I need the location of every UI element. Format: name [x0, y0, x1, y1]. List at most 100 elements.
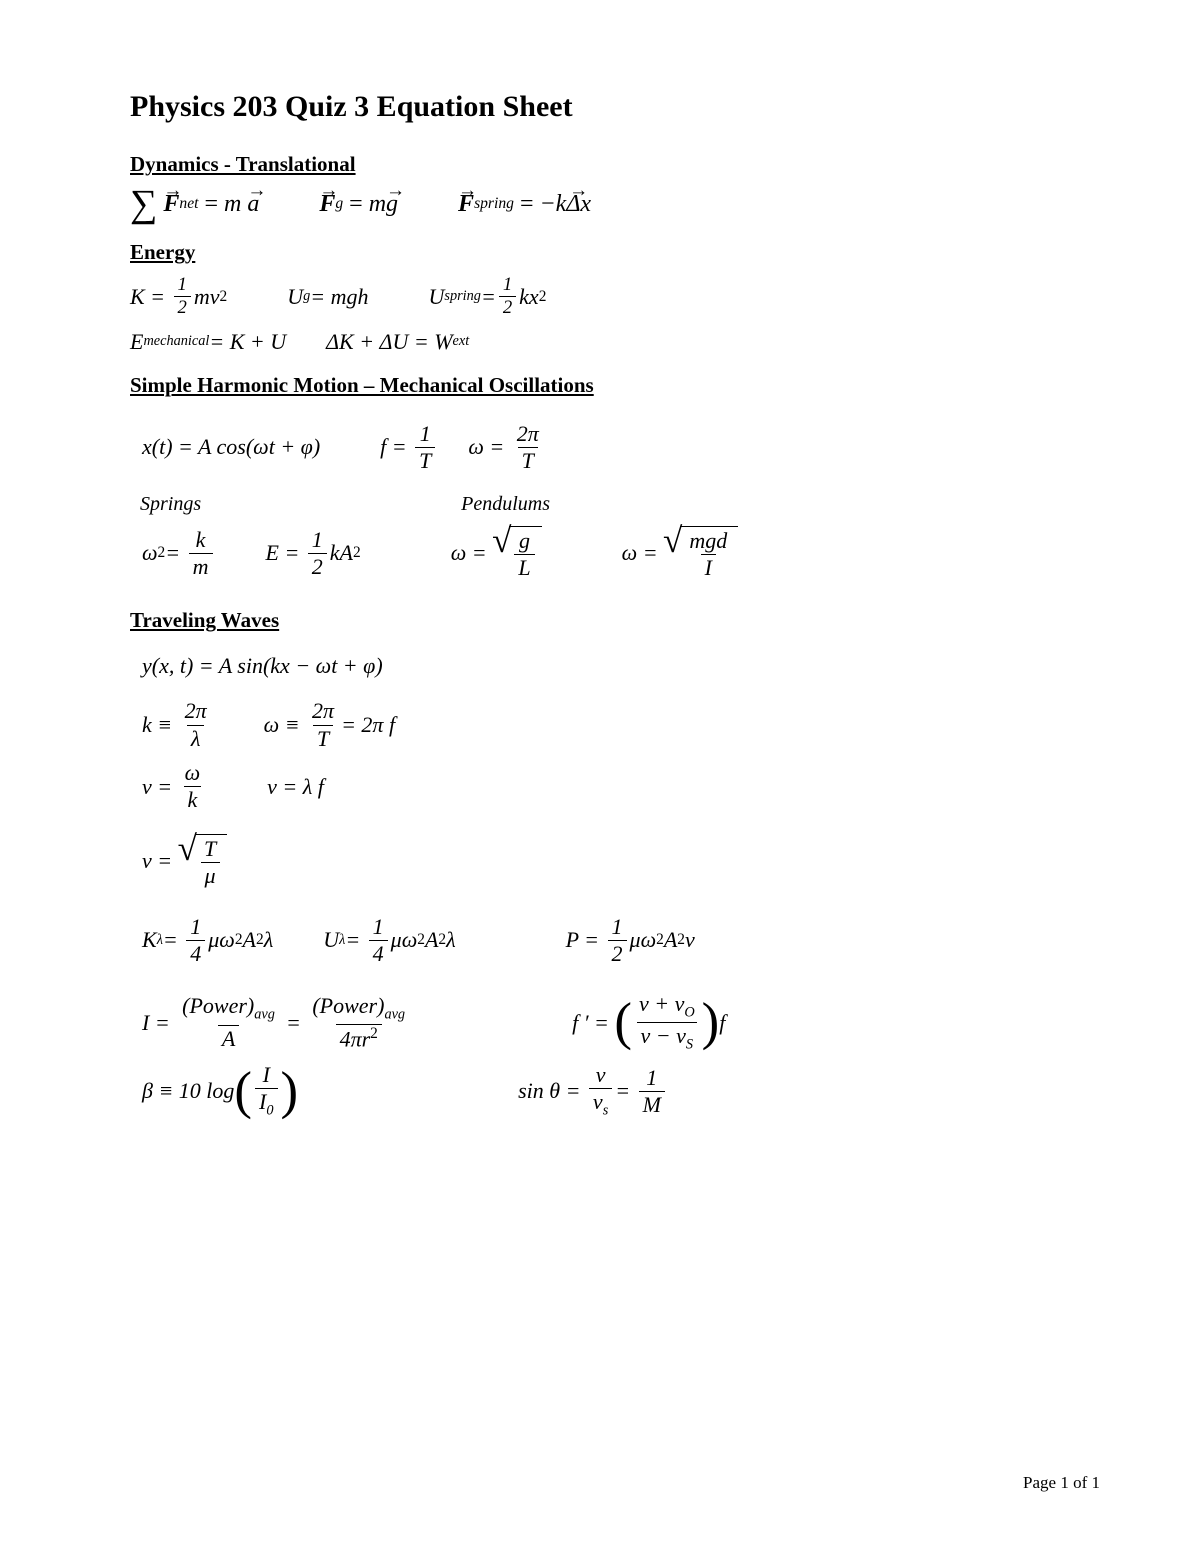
wsq-num: k: [192, 528, 210, 553]
label-springs: Springs: [140, 493, 201, 516]
eq-sin: sin θ = v vs = 1 M: [518, 1063, 668, 1119]
wdef-rest: = 2π f: [341, 712, 395, 738]
kl-sup2: 2: [256, 931, 264, 949]
eq-P: P = 12 μω2A2v: [566, 915, 695, 966]
kdef-num: 2π: [181, 699, 211, 724]
energy-row2: Emechanical = K + U ΔK + ΔU = Wext: [130, 329, 1070, 355]
eq-wp1: ω = √gL: [451, 526, 542, 580]
ug-rest: = mgh: [310, 284, 368, 310]
dynamics-row: ∑ Fnet = m a Fg = m g Fspring = −k Δx: [130, 187, 1070, 222]
wp1-num: g: [515, 529, 534, 554]
page-footer: Page 1 of 1: [1023, 1473, 1100, 1493]
eq-I: I = (Power)avg A = (Power)avg 4πr2: [142, 994, 412, 1052]
eq-work: ΔK + ΔU = Wext: [326, 329, 469, 355]
eq-wsq: ω2 = km: [142, 528, 216, 579]
us-mid: =: [481, 284, 496, 310]
energy-row1: K = 12 mv2 Ug = mgh Uspring = 12 kx2: [130, 275, 1070, 319]
sin-den2: M: [639, 1091, 665, 1117]
section-heading-energy: Energy: [130, 240, 1070, 265]
waves-v3: v = √Tμ: [142, 834, 1070, 888]
fp-num: v + v: [639, 991, 684, 1016]
p-v: v: [685, 927, 695, 953]
w-num: 2π: [513, 422, 543, 447]
v1-den: k: [184, 786, 202, 812]
beta-den-sub: 0: [266, 1103, 273, 1119]
label-pendulums: Pendulums: [461, 493, 550, 516]
eq-xt: x(t) = A cos(ωt + φ): [142, 434, 320, 460]
p-den: 2: [608, 940, 627, 966]
wsq-mid: =: [165, 540, 180, 566]
ug-U: U: [287, 284, 303, 310]
k-den: 2: [174, 296, 191, 319]
waves-kw: k ≡ 2πλ ω ≡ 2πT = 2π f: [142, 699, 1070, 750]
ul-U: U: [323, 927, 339, 953]
i-den2: 4πr: [340, 1026, 371, 1051]
p-lhs: P =: [566, 927, 599, 953]
eq-yxt: y(x, t) = A sin(kx − ωt + φ): [142, 653, 383, 679]
fp-den: v − v: [641, 1023, 686, 1048]
sym-m: m: [224, 191, 241, 218]
us-den: 2: [499, 296, 516, 319]
sin-den1: v: [593, 1089, 603, 1114]
page: Physics 203 Quiz 3 Equation Sheet Dynami…: [0, 0, 1200, 1553]
i-num1-sub: avg: [254, 1007, 275, 1023]
shm-row2: ω2 = km E = 12 kA2 ω = √gL ω = √mgdI: [142, 526, 1070, 580]
f-den: T: [415, 447, 435, 473]
kl-num: 1: [186, 915, 205, 940]
fp-num-sub: O: [684, 1004, 694, 1020]
section-heading-dynamics: Dynamics - Translational: [130, 152, 1070, 177]
beta-num: I: [259, 1063, 274, 1088]
wp1-lhs: ω =: [451, 540, 487, 566]
us-num: 1: [499, 275, 516, 297]
us-sub: spring: [444, 288, 481, 305]
eq-K: K = 12 mv2: [130, 275, 227, 319]
sym-a: a: [247, 191, 259, 218]
w-den: T: [518, 447, 538, 473]
eq-wp2: ω = √mgdI: [622, 526, 739, 580]
p-A: A: [664, 927, 677, 953]
sub-spring: spring: [474, 195, 514, 213]
sin-mid: =: [615, 1078, 630, 1104]
work-sub: ext: [453, 333, 470, 350]
kl-rest: μω: [208, 927, 235, 953]
beta-lhs: β ≡ 10 log: [142, 1078, 234, 1104]
e-lhs: E =: [266, 540, 300, 566]
sym-F: F: [163, 191, 179, 217]
us-rest: kx: [519, 284, 539, 310]
ul-A: A: [425, 927, 438, 953]
kl-den: 4: [186, 940, 205, 966]
wsq-w: ω: [142, 540, 158, 566]
sin-num1: v: [592, 1063, 610, 1088]
shm-row1: x(t) = A cos(ωt + φ) f = 1T ω = 2πT: [142, 422, 1070, 473]
waves-KU: Kλ = 14 μω2A2λ Uλ = 14 μω2A2λ P = 12 μω2…: [142, 915, 1070, 966]
v3-lhs: v =: [142, 848, 172, 874]
wp1-den: L: [514, 554, 534, 580]
kdef-lhs: k ≡: [142, 712, 172, 738]
p-sup1: 2: [656, 931, 664, 949]
eq-fT: f = 1T: [380, 422, 438, 473]
eq-Ul: Uλ = 14 μω2A2λ: [323, 915, 455, 966]
v3-den: μ: [201, 862, 220, 888]
i-num2: (Power): [312, 993, 384, 1018]
v3-num: T: [200, 837, 220, 862]
f-num: 1: [416, 422, 435, 447]
eq-fspring: Fspring = −k Δx: [458, 191, 591, 218]
emech-rest: = K + U: [209, 329, 286, 355]
ul-rest: μω: [391, 927, 418, 953]
k-num: 1: [174, 275, 191, 297]
section-heading-waves: Traveling Waves: [130, 608, 1070, 633]
i-num2-sub: avg: [384, 1006, 405, 1022]
k-lhs: K =: [130, 284, 165, 310]
waves-I-fp: I = (Power)avg A = (Power)avg 4πr2 f ′ =…: [142, 992, 1070, 1053]
wp2-num: mgd: [685, 529, 731, 554]
eq-fnet: ∑ Fnet = m a: [130, 187, 259, 222]
i-den2-sup: 2: [370, 1025, 378, 1042]
wsq-den: m: [189, 553, 213, 579]
wsq-sup: 2: [158, 544, 166, 562]
ul-den: 4: [369, 940, 388, 966]
kl-mid: =: [163, 927, 178, 953]
shm-sublabels: Springs Pendulums: [140, 493, 1070, 516]
wdef-den: T: [313, 725, 333, 751]
us-sup: 2: [539, 288, 547, 306]
sym-g: g: [386, 191, 398, 218]
